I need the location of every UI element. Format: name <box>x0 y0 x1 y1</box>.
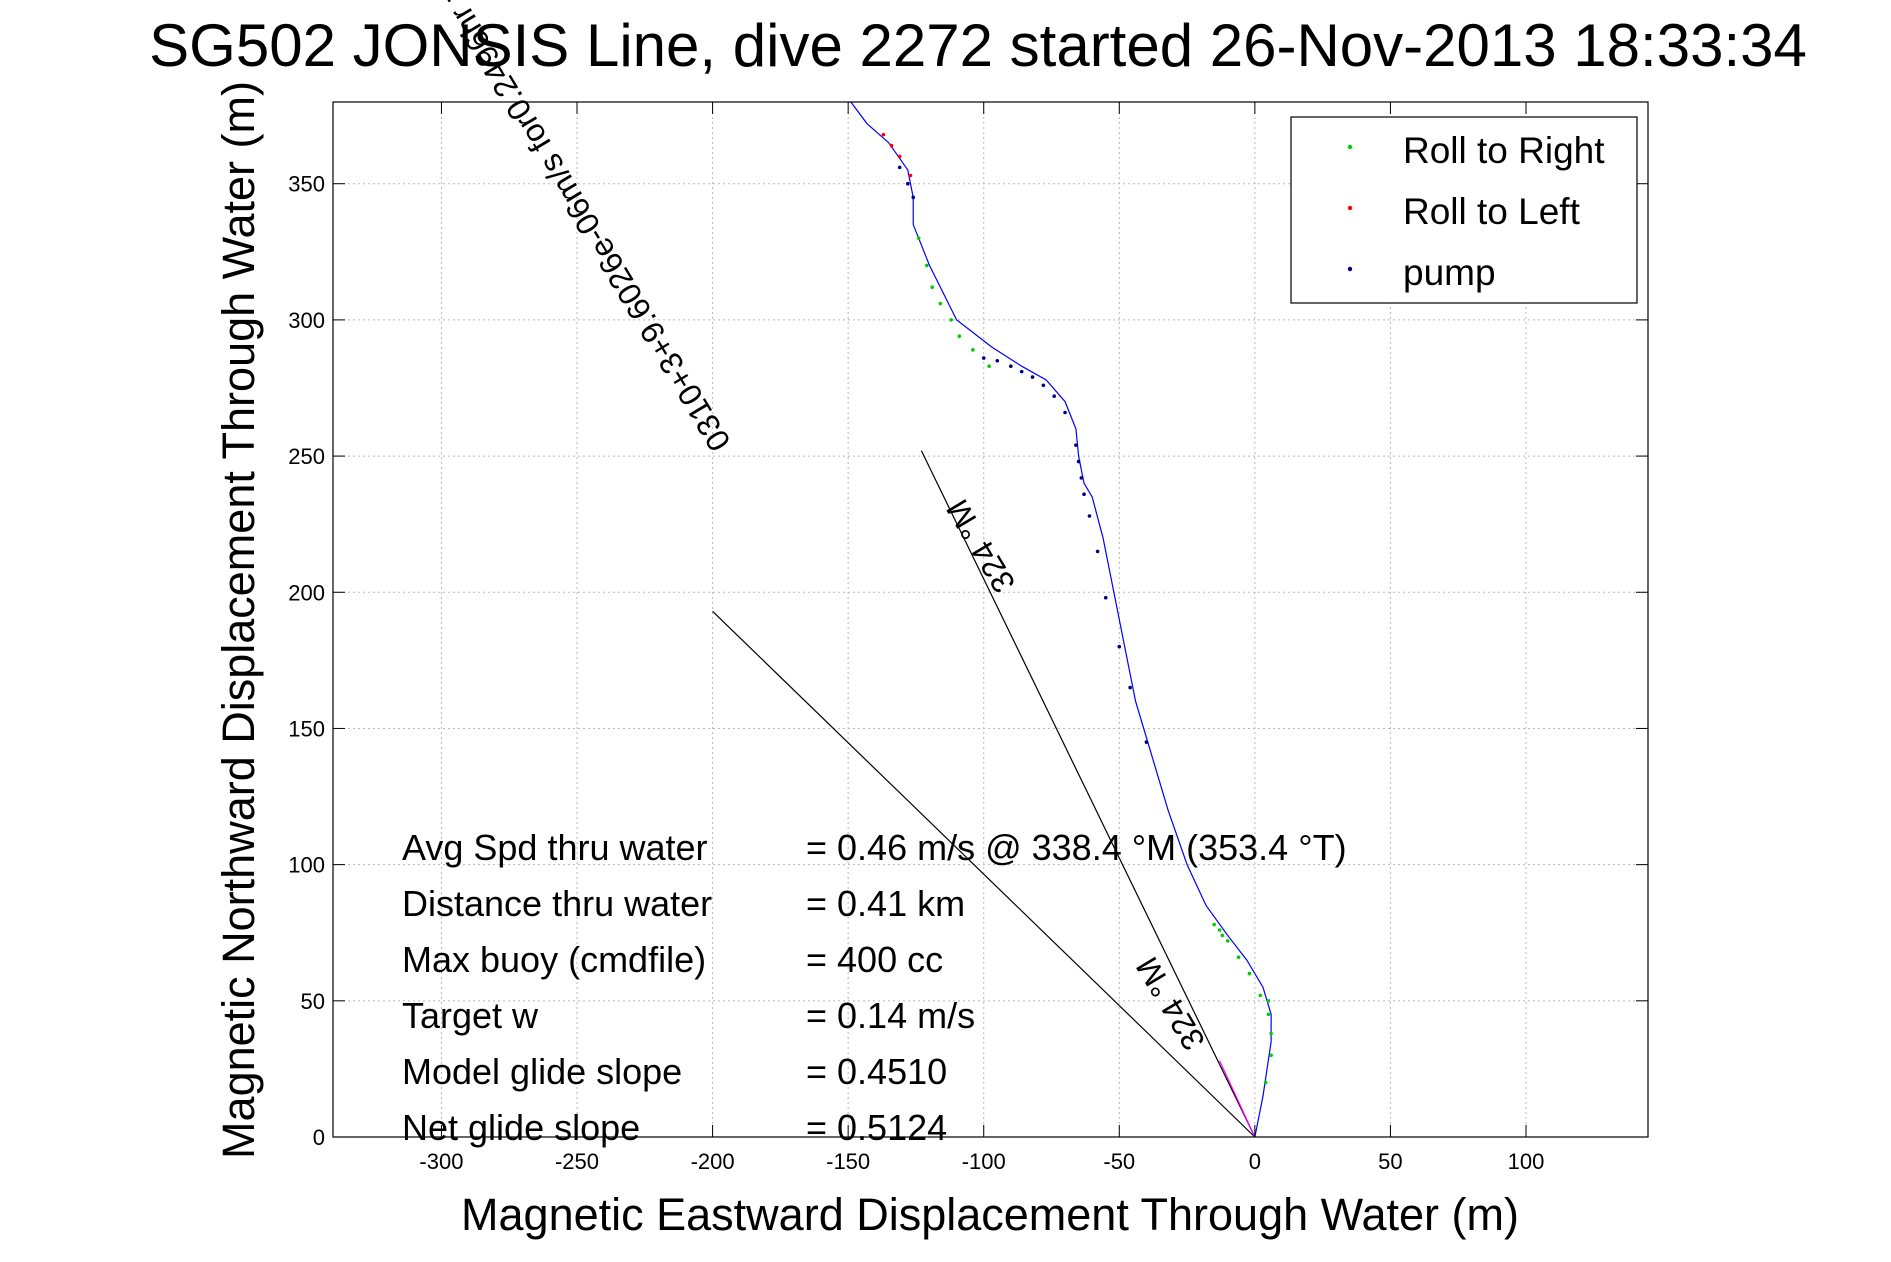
pump-point <box>995 358 1000 363</box>
y-axis-label: Magnetic Northward Displacement Through … <box>213 81 264 1159</box>
legend-label: pump <box>1403 252 1496 293</box>
roll-right-point <box>1263 1080 1268 1085</box>
pump-point <box>906 181 910 186</box>
x-tick-label: -200 <box>691 1149 735 1174</box>
track-line <box>850 101 1272 1138</box>
x-tick-label: -150 <box>826 1149 870 1174</box>
plot-frame <box>332 101 1649 1138</box>
legend-marker <box>1347 266 1353 272</box>
x-tick-label: 100 <box>1508 1149 1545 1174</box>
roll-right-point <box>938 301 943 306</box>
roll-left-point <box>908 173 913 178</box>
roll-right-point <box>1258 993 1263 998</box>
annotation-value: = 0.14 m/s <box>806 995 975 1036</box>
annotation-label: Max buoy (cmdfile) <box>402 939 706 980</box>
y-tick-label: 150 <box>288 716 325 741</box>
chart-title: SG502 JONSIS Line, dive 2272 started 26-… <box>149 12 1807 79</box>
track-markers <box>881 132 1273 1085</box>
roll-right-point <box>1269 1053 1273 1058</box>
legend-label: Roll to Right <box>1403 130 1605 171</box>
pump-point <box>1103 595 1108 600</box>
annotation-block: Avg Spd thru water = 0.46 m/s @ 338.4 °M … <box>402 827 1347 1148</box>
annotation-value: = 0.41 km <box>806 883 965 924</box>
pump-point <box>1063 410 1067 415</box>
annotation-label: Distance thru water <box>402 883 712 924</box>
roll-right-point <box>957 334 962 339</box>
heading-line <box>920 450 1256 1138</box>
y-tick-label: 200 <box>288 580 325 605</box>
annotation-value: = 0.5124 <box>806 1107 947 1148</box>
roll-right-point <box>930 285 935 290</box>
pump-point <box>897 165 902 170</box>
annotation-value: = 400 cc <box>806 939 943 980</box>
roll-right-point <box>971 348 975 352</box>
heading-line <box>712 610 1256 1138</box>
roll-right-point <box>1247 971 1252 976</box>
roll-left-point <box>897 154 902 159</box>
x-tick-label: -100 <box>962 1149 1006 1174</box>
pump-point <box>1082 492 1086 497</box>
legend-marker <box>1347 205 1353 211</box>
y-tick-label: 300 <box>288 308 325 333</box>
roll-right-point <box>1220 933 1225 938</box>
reference-lines <box>712 450 1256 1138</box>
legend-label: Roll to Left <box>1403 191 1581 232</box>
roll-right-point <box>924 263 929 268</box>
annotation-label: Model glide slope <box>402 1051 682 1092</box>
heading-line <box>1219 1060 1256 1138</box>
annotation-label: Net glide slope <box>402 1107 640 1148</box>
annotation-value: = 0.46 m/s @ 338.4 °M (353.4 °T) <box>806 827 1347 868</box>
y-tick-label: 100 <box>288 853 325 878</box>
roll-right-point <box>1269 1031 1273 1036</box>
y-tick-label: 350 <box>288 172 325 197</box>
y-tick-label: 250 <box>288 444 325 469</box>
dive-track <box>850 101 1272 1138</box>
roll-right-point <box>916 236 921 240</box>
legend-marker <box>1347 144 1353 150</box>
pump-point <box>1074 443 1078 447</box>
roll-right-point <box>949 318 953 322</box>
pump-point <box>1041 383 1046 388</box>
pump-point <box>1117 644 1122 649</box>
pump-point <box>1128 685 1132 690</box>
annotation-value: = 0.4510 <box>806 1051 947 1092</box>
roll-right-point <box>1236 955 1241 960</box>
roll-right-point <box>1225 939 1230 943</box>
x-axis-label: Magnetic Eastward Displacement Through W… <box>461 1189 1519 1240</box>
annotation-label: Target w <box>402 995 539 1036</box>
tick-labels: -300 -250 -200 -150 -100 -50 0 50 100 0 50 100 150 20… <box>288 172 1544 1174</box>
pump-point <box>1052 394 1057 398</box>
x-tick-label: 0 <box>1249 1149 1261 1174</box>
pump-point <box>1095 549 1100 554</box>
x-tick-label: -300 <box>419 1149 463 1174</box>
roll-right-point <box>1217 928 1222 932</box>
roll-right-point <box>1266 999 1271 1003</box>
roll-left-point <box>889 143 894 148</box>
y-tick-label: 0 <box>313 1125 325 1150</box>
legend: Roll to Right Roll to Left pump <box>1290 116 1638 304</box>
roll-right-point <box>1266 1012 1271 1017</box>
x-tick-label: 50 <box>1378 1149 1402 1174</box>
roll-right-point <box>1212 922 1216 927</box>
pump-point <box>911 195 916 200</box>
pump-point <box>1076 459 1081 464</box>
pump-point <box>1030 375 1035 379</box>
annotation-label: Avg Spd thru water <box>402 827 708 868</box>
roll-left-point <box>881 132 886 137</box>
pump-point <box>981 356 986 360</box>
y-tick-label: 50 <box>301 989 325 1014</box>
pump-point <box>1087 514 1092 518</box>
pump-point <box>1009 364 1013 368</box>
roll-right-point <box>987 364 991 368</box>
axes <box>332 101 1649 1138</box>
pump-point <box>1144 740 1149 744</box>
pump-point <box>1079 476 1084 480</box>
x-tick-label: -50 <box>1103 1149 1135 1174</box>
x-tick-label: -250 <box>555 1149 599 1174</box>
pump-point <box>1019 369 1024 374</box>
